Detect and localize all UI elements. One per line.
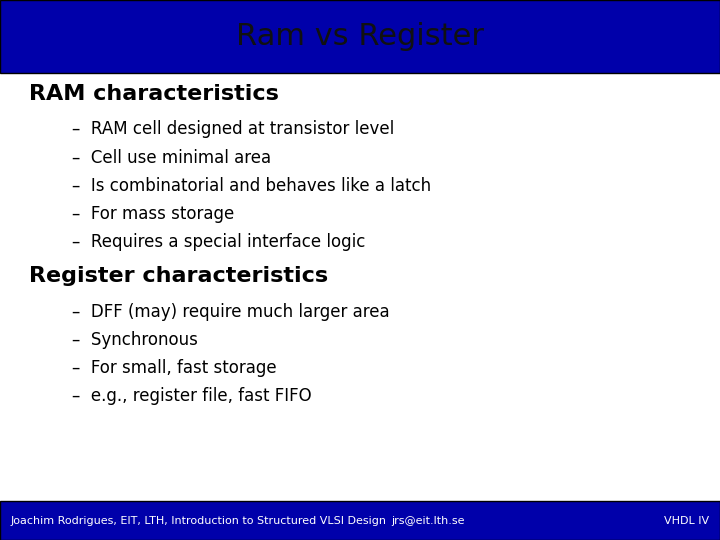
Text: VHDL IV: VHDL IV <box>664 516 709 525</box>
Text: RAM characteristics: RAM characteristics <box>29 84 279 104</box>
Text: –  For mass storage: – For mass storage <box>72 205 234 222</box>
FancyBboxPatch shape <box>0 0 720 73</box>
Text: –  Cell use minimal area: – Cell use minimal area <box>72 148 271 166</box>
Text: Register characteristics: Register characteristics <box>29 266 328 286</box>
FancyBboxPatch shape <box>0 501 720 540</box>
Text: Ram vs Register: Ram vs Register <box>236 22 484 51</box>
Text: –  DFF (may) require much larger area: – DFF (may) require much larger area <box>72 303 390 321</box>
Text: –  For small, fast storage: – For small, fast storage <box>72 359 276 377</box>
Text: –  Synchronous: – Synchronous <box>72 331 198 349</box>
Text: –  e.g., register file, fast FIFO: – e.g., register file, fast FIFO <box>72 387 312 405</box>
Text: Joachim Rodrigues, EIT, LTH, Introduction to Structured VLSI Design: Joachim Rodrigues, EIT, LTH, Introductio… <box>11 516 387 525</box>
Text: jrs@eit.lth.se: jrs@eit.lth.se <box>392 516 465 525</box>
Text: –  Requires a special interface logic: – Requires a special interface logic <box>72 233 365 251</box>
Text: –  RAM cell designed at transistor level: – RAM cell designed at transistor level <box>72 120 395 138</box>
Text: –  Is combinatorial and behaves like a latch: – Is combinatorial and behaves like a la… <box>72 177 431 194</box>
